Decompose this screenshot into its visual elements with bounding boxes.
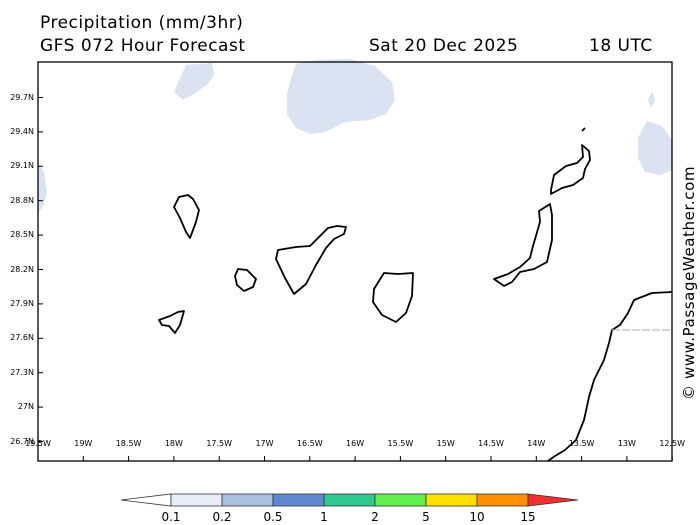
colorbar-label: 5 — [422, 510, 430, 524]
precip-patch — [38, 162, 47, 213]
precip-patch — [287, 59, 395, 134]
colorbar-segment — [323, 493, 376, 507]
colorbar-segment — [170, 493, 223, 507]
precip-patch — [638, 121, 672, 175]
longitude-label: 14.5W — [478, 439, 504, 448]
colorbar-segment — [272, 493, 325, 507]
longitude-label: 16W — [346, 439, 365, 448]
forecast-time: 18 UTC — [589, 36, 653, 56]
longitude-label: 15W — [436, 439, 455, 448]
precip-patch — [174, 63, 214, 100]
forecast-date: Sat 20 Dec 2025 — [369, 36, 519, 56]
colorbar-label: 2 — [371, 510, 379, 524]
island-la-gomera — [234, 268, 257, 292]
colorbar-label: 0.2 — [212, 510, 232, 524]
precipitation-areas — [38, 59, 672, 213]
longitude-label: 13.5W — [568, 439, 595, 448]
longitude-label: 18W — [164, 439, 183, 448]
longitude-label: 19.5W — [25, 439, 51, 448]
colorbar-arrow-right — [527, 493, 579, 507]
longitude-label: 18.5W — [115, 439, 142, 448]
longitude-label: 19W — [74, 439, 93, 448]
island-gran-canaria — [372, 272, 414, 323]
colorbar-segment — [476, 493, 529, 507]
precipitation-colorbar — [120, 493, 579, 507]
longitude-label: 17W — [255, 439, 274, 448]
longitude-label: 12.5W — [659, 439, 686, 448]
colorbar-label: 10 — [469, 510, 485, 524]
longitude-label: 17.5W — [206, 439, 233, 448]
island-el-hierro — [158, 310, 185, 334]
latitude-label: 28.5N — [10, 230, 34, 240]
colorbar-label: 15 — [520, 510, 536, 524]
latitude-label: 26.7N — [10, 436, 34, 446]
land-outlines — [158, 127, 673, 462]
latitude-label: 27.3N — [10, 367, 34, 377]
colorbar-segment — [374, 493, 427, 507]
latitude-label: 29.1N — [10, 161, 34, 171]
longitude-label: 15.5W — [387, 439, 414, 448]
island-lanzarote — [550, 144, 591, 195]
latitude-label: 28.2N — [10, 264, 34, 274]
longitude-label: 16.5W — [296, 439, 323, 448]
longitude-label: 14W — [527, 439, 546, 448]
colorbar-label: 1 — [320, 510, 328, 524]
colorbar-arrow-left — [120, 493, 172, 507]
island-la-palma — [173, 194, 200, 239]
map-frame — [37, 61, 673, 462]
colorbar-segment — [425, 493, 478, 507]
latitude-label: 27.9N — [10, 298, 34, 308]
island-tenerife — [275, 225, 347, 295]
colorbar-label: 0.5 — [263, 510, 283, 524]
latitude-label: 29.4N — [10, 126, 34, 136]
longitude-label: 13W — [617, 439, 636, 448]
latitude-label: 27.6N — [10, 333, 34, 343]
colorbar-segment — [221, 493, 274, 507]
latitude-label: 28.8N — [10, 195, 34, 205]
island-fuerteventura — [493, 203, 553, 287]
african-coastline — [547, 291, 673, 462]
precip-patch — [648, 91, 655, 108]
latitude-label: 27N — [17, 402, 34, 412]
latitude-label: 29.7N — [10, 92, 34, 102]
islet-alegranza — [581, 127, 586, 132]
forecast-subtitle: GFS 072 Hour Forecast — [40, 36, 246, 56]
colorbar-label: 0.1 — [161, 510, 181, 524]
map-title: Precipitation (mm/3hr) — [40, 13, 244, 33]
website-credit[interactable]: © www.PassageWeather.com — [680, 165, 698, 400]
axis-ticks — [37, 97, 673, 461]
